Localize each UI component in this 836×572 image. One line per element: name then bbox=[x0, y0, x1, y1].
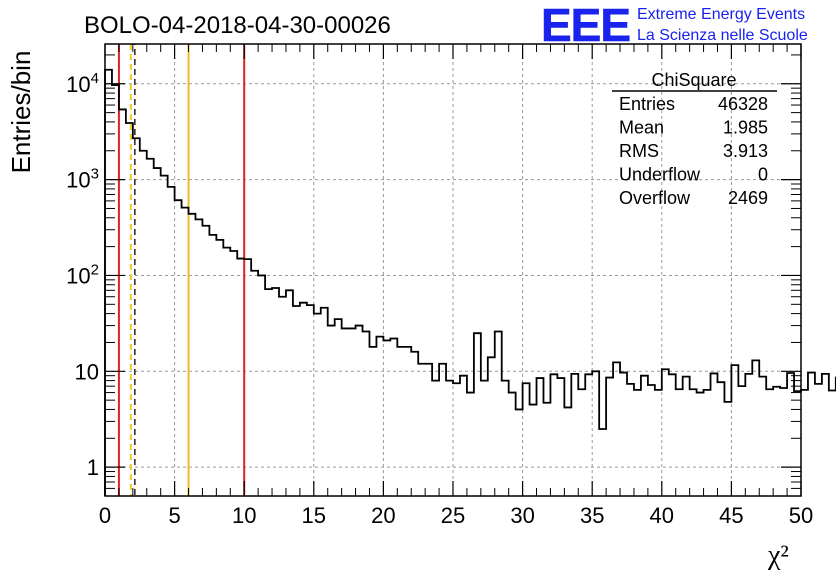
y-axis: 1 10 102 103 104 bbox=[66, 54, 801, 489]
x-tick-label: 10 bbox=[232, 503, 256, 528]
x-tick-label: 25 bbox=[441, 503, 465, 528]
y-axis-label: Entries/bin bbox=[6, 51, 36, 174]
x-tick-label: 20 bbox=[371, 503, 395, 528]
logo-line2: La Scienza nelle Scuole bbox=[637, 27, 808, 44]
chart-title: BOLO-04-2018-04-30-00026 bbox=[84, 12, 391, 39]
x-tick-label: 40 bbox=[650, 503, 674, 528]
y-tick-label: 102 bbox=[66, 261, 99, 288]
stats-rows: Entries 46328 Mean 1.985 RMS 3.913 Underflow 0 O… bbox=[619, 94, 768, 208]
y-tick-label: 10 bbox=[75, 359, 99, 384]
x-tick-label: 30 bbox=[510, 503, 534, 528]
x-tick-label: 0 bbox=[99, 503, 111, 528]
stats-box: ChiSquare Entries 46328 Mean 1.985 RMS 3.913 U… bbox=[612, 70, 777, 208]
eee-logo-mark: EEE bbox=[541, 0, 630, 51]
eee-logo: EEE Extreme Energy Events La Scienza nel… bbox=[541, 0, 808, 51]
x-tick-label: 35 bbox=[580, 503, 604, 528]
y-tick-label: 103 bbox=[66, 166, 99, 193]
y-tick-label: 1 bbox=[87, 455, 99, 480]
x-tick-label: 15 bbox=[302, 503, 326, 528]
grid bbox=[105, 44, 801, 496]
x-tick-label: 5 bbox=[168, 503, 180, 528]
stats-value: 1.985 bbox=[723, 118, 768, 138]
logo-line1: Extreme Energy Events bbox=[637, 6, 805, 23]
stats-label: Mean bbox=[619, 118, 664, 138]
stats-value: 0 bbox=[758, 165, 768, 185]
stats-title: ChiSquare bbox=[651, 70, 736, 90]
threshold-lines bbox=[117, 44, 246, 496]
y-tick-label: 104 bbox=[66, 70, 99, 97]
x-axis-label: χ² bbox=[767, 540, 789, 571]
x-axis: 0 5 10 15 20 25 30 35 40 45 50 bbox=[99, 44, 813, 528]
stats-label: Entries bbox=[619, 94, 675, 114]
stats-label: Underflow bbox=[619, 165, 701, 185]
x-tick-label: 45 bbox=[719, 503, 743, 528]
stats-label: RMS bbox=[619, 141, 659, 161]
stats-label: Overflow bbox=[619, 188, 691, 208]
stats-value: 2469 bbox=[728, 188, 768, 208]
x-tick-label: 50 bbox=[789, 503, 813, 528]
stats-value: 46328 bbox=[718, 94, 768, 114]
stats-value: 3.913 bbox=[723, 141, 768, 161]
